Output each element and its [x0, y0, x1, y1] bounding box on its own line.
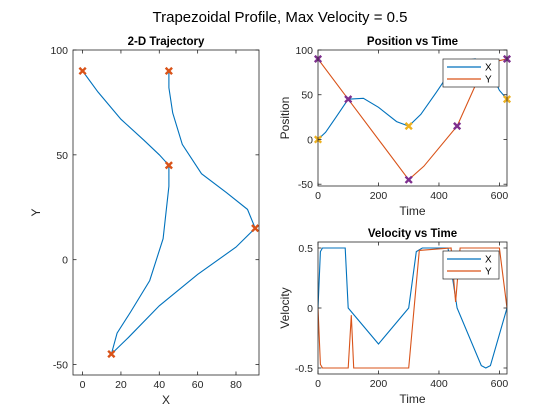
x-tick-label: 200 — [370, 190, 388, 202]
axes-title: 2-D Trajectory — [128, 36, 205, 48]
legend-label-x: X — [485, 63, 492, 74]
x-tick-label: 20 — [115, 379, 127, 391]
waypoint-marker — [78, 66, 87, 76]
series-layer — [82, 70, 256, 356]
axes-box — [72, 49, 260, 376]
y-tick-label: 0 — [62, 255, 68, 267]
x-tick-label: 600 — [491, 378, 509, 390]
series-line-x — [318, 247, 507, 369]
yellow-marker — [404, 122, 413, 131]
x-axis-label: Time — [399, 392, 426, 406]
trajectory-axes: 0 20 40 60 80 -50 0 50 100 2-D Trajectory X Y — [29, 36, 260, 407]
y-axis-label: Position — [278, 97, 292, 140]
y-tick-label: 50 — [301, 90, 313, 102]
x-tick-label: 0 — [80, 379, 86, 391]
x-tick-label: 0 — [315, 378, 321, 390]
axes-title: Velocity vs Time — [368, 228, 457, 240]
legend: XY — [442, 58, 500, 88]
x-tick-label: 200 — [370, 378, 388, 390]
y-axis-label: Y — [29, 208, 43, 216]
x-tick-label: 600 — [491, 190, 509, 202]
x-tick-label: 0 — [315, 190, 321, 202]
axes-box — [317, 49, 508, 187]
purple-marker — [344, 95, 353, 104]
x-tick-label: 400 — [430, 378, 448, 390]
y-tick-label: -0.5 — [295, 363, 313, 375]
x-tick-label: 60 — [192, 379, 204, 391]
purple-marker — [404, 175, 413, 184]
y-tick-label: -50 — [298, 179, 313, 191]
x-tick-label: 80 — [230, 379, 242, 391]
waypoint-marker — [164, 161, 173, 170]
legend: XY — [442, 250, 500, 280]
y-tick-label: 0 — [307, 134, 313, 146]
y-tick-label: 100 — [295, 45, 313, 57]
y-tick-label: -50 — [53, 360, 68, 372]
y-tick-label: 50 — [56, 150, 68, 162]
series-line-path0 — [82, 70, 256, 356]
x-axis-label: Time — [399, 204, 426, 218]
waypoint-marker — [107, 349, 116, 359]
y-tick-label: 0.5 — [298, 243, 313, 255]
waypoint-marker — [251, 224, 260, 233]
y-tick-label: 0 — [307, 303, 313, 315]
figure-title: Trapezoidal Profile, Max Velocity = 0.5 — [153, 9, 408, 26]
x-tick-label: 40 — [153, 379, 165, 391]
waypoint-marker — [164, 66, 173, 76]
y-tick-label: 100 — [50, 45, 68, 57]
x-axis-label: X — [162, 393, 170, 407]
legend-label-y: Y — [485, 267, 492, 278]
x-tick-label: 400 — [430, 190, 448, 202]
legend-label-y: Y — [485, 75, 492, 86]
y-axis-label: Velocity — [278, 287, 292, 328]
axes-title: Position vs Time — [367, 36, 458, 48]
legend-label-x: X — [485, 255, 492, 266]
purple-marker — [453, 122, 462, 131]
